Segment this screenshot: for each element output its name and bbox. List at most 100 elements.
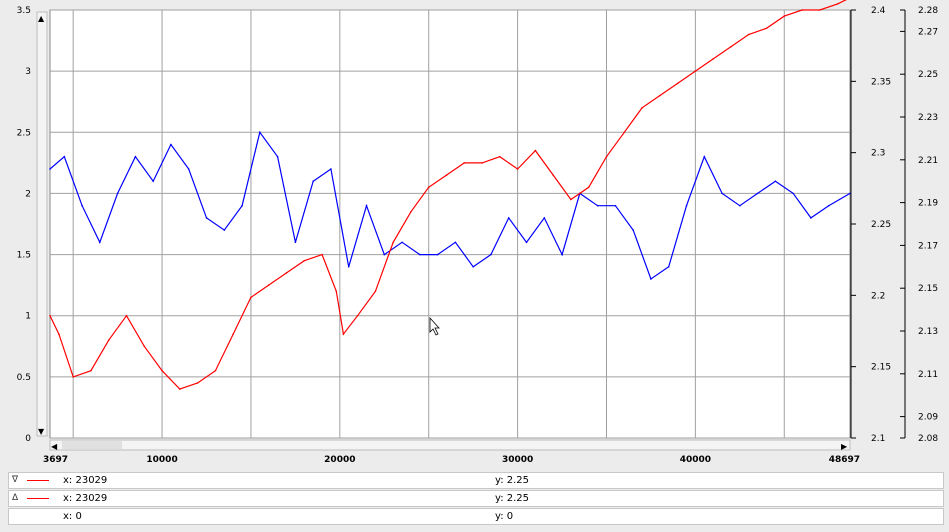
- right-tick-label: 2.23: [918, 113, 938, 123]
- data-point: [685, 204, 688, 207]
- data-point: [747, 33, 750, 36]
- right-tick-label: 2.13: [918, 327, 938, 337]
- data-point: [774, 180, 777, 182]
- data-point: [401, 241, 403, 244]
- mid-tick-label: 2.2: [871, 291, 885, 301]
- middle-y-axis: 2.1 2.15 2.2 2.25 2.3 2.35 2.4: [850, 6, 891, 444]
- data-point: [63, 155, 66, 158]
- horizontal-scrollbar[interactable]: ◀ ▶: [49, 439, 851, 451]
- data-point: [170, 143, 172, 146]
- readout-y: y: 2.25: [495, 475, 530, 486]
- plot-background: [49, 9, 851, 439]
- data-point: [116, 192, 119, 195]
- data-point: [187, 168, 190, 170]
- marker-up-icon: Δ: [12, 493, 19, 503]
- data-point: [143, 345, 146, 348]
- left-tick-label: 1: [25, 312, 31, 322]
- data-point: [125, 314, 128, 317]
- legend-line: [27, 498, 49, 499]
- data-point: [392, 241, 395, 244]
- data-point: [356, 314, 359, 317]
- data-point: [152, 180, 154, 182]
- left-tick-label: 2.5: [17, 128, 31, 138]
- left-y-axis: 0 0.5 1 1.5 2 2.5 3 3.5: [17, 6, 32, 444]
- mid-tick-label: 2.35: [871, 77, 891, 87]
- data-point: [463, 162, 466, 164]
- x-tick-label: 20000: [324, 455, 355, 465]
- mid-tick-label: 2.4: [871, 6, 886, 16]
- right-tick-label: 2.17: [918, 241, 938, 251]
- scroll-right-icon[interactable]: ▶: [841, 442, 848, 451]
- scroll-left-icon[interactable]: ◀: [51, 442, 58, 451]
- data-point: [335, 290, 338, 293]
- data-point: [641, 107, 643, 109]
- right-tick-label: 2.11: [918, 370, 938, 380]
- data-point: [801, 9, 803, 11]
- data-point: [99, 241, 101, 244]
- scroll-thumb[interactable]: [62, 441, 122, 449]
- data-point: [436, 253, 439, 256]
- vertical-scrollbar[interactable]: ▲ ▼: [36, 11, 48, 437]
- x-tick-label: 40000: [680, 455, 711, 465]
- data-point: [383, 253, 386, 256]
- data-point: [499, 155, 501, 158]
- left-tick-label: 0.5: [17, 373, 31, 383]
- series-line-0: [49, 130, 851, 280]
- legend-line: [27, 480, 49, 481]
- scroll-up-icon[interactable]: ▲: [38, 14, 45, 23]
- data-point: [276, 155, 279, 158]
- x-tick-label: 30000: [502, 455, 533, 465]
- data-point: [525, 241, 528, 244]
- data-point: [419, 253, 421, 256]
- data-point: [570, 198, 572, 201]
- marker-down-icon: ∇: [12, 475, 19, 485]
- data-point: [765, 27, 768, 30]
- data-point: [321, 253, 323, 256]
- mid-tick-label: 2.3: [871, 149, 885, 159]
- data-point: [285, 272, 288, 274]
- readout-y: y: 0: [495, 511, 514, 522]
- readout-row-2: Δ x: 23029 y: 2.25: [8, 490, 944, 507]
- data-point: [374, 290, 377, 293]
- scroll-down-icon[interactable]: ▼: [38, 427, 45, 436]
- readout-row-3: x: 0 y: 0: [8, 508, 944, 525]
- x-tick-label: 3697: [43, 455, 68, 465]
- series-layer: [49, 0, 851, 390]
- mid-tick-label: 2.15: [871, 363, 891, 373]
- data-point: [223, 229, 226, 231]
- right-tick-label: 2.27: [918, 27, 938, 37]
- mouse-cursor-icon: [429, 316, 440, 336]
- x-tick-label: 10000: [146, 455, 177, 465]
- data-point: [58, 333, 60, 335]
- data-point: [667, 266, 670, 268]
- mid-tick-label: 2.1: [871, 434, 885, 444]
- readout-x: x: 23029: [63, 475, 108, 486]
- data-point: [205, 217, 208, 219]
- grid: [50, 9, 850, 439]
- data-point: [472, 266, 475, 268]
- right-tick-label: 2.09: [918, 413, 938, 423]
- data-point: [241, 204, 243, 207]
- data-point: [445, 174, 448, 176]
- data-point: [632, 229, 634, 231]
- data-point: [49, 168, 51, 170]
- readout-row-1: ∇ x: 23029 y: 2.25: [8, 472, 944, 489]
- data-point: [250, 296, 252, 299]
- data-point: [650, 278, 652, 280]
- data-point: [427, 186, 430, 189]
- data-point: [303, 259, 306, 262]
- data-point: [214, 369, 217, 372]
- data-point: [783, 15, 786, 17]
- data-point: [267, 284, 270, 286]
- data-point: [90, 369, 92, 372]
- right-tick-label: 2.15: [918, 284, 938, 294]
- readout-y: y: 2.25: [495, 493, 530, 504]
- left-tick-label: 3: [25, 67, 31, 77]
- data-point: [543, 217, 546, 219]
- data-point: [605, 155, 608, 158]
- data-point: [587, 186, 590, 189]
- data-point: [232, 333, 234, 335]
- data-point: [614, 204, 617, 207]
- data-point: [659, 94, 661, 97]
